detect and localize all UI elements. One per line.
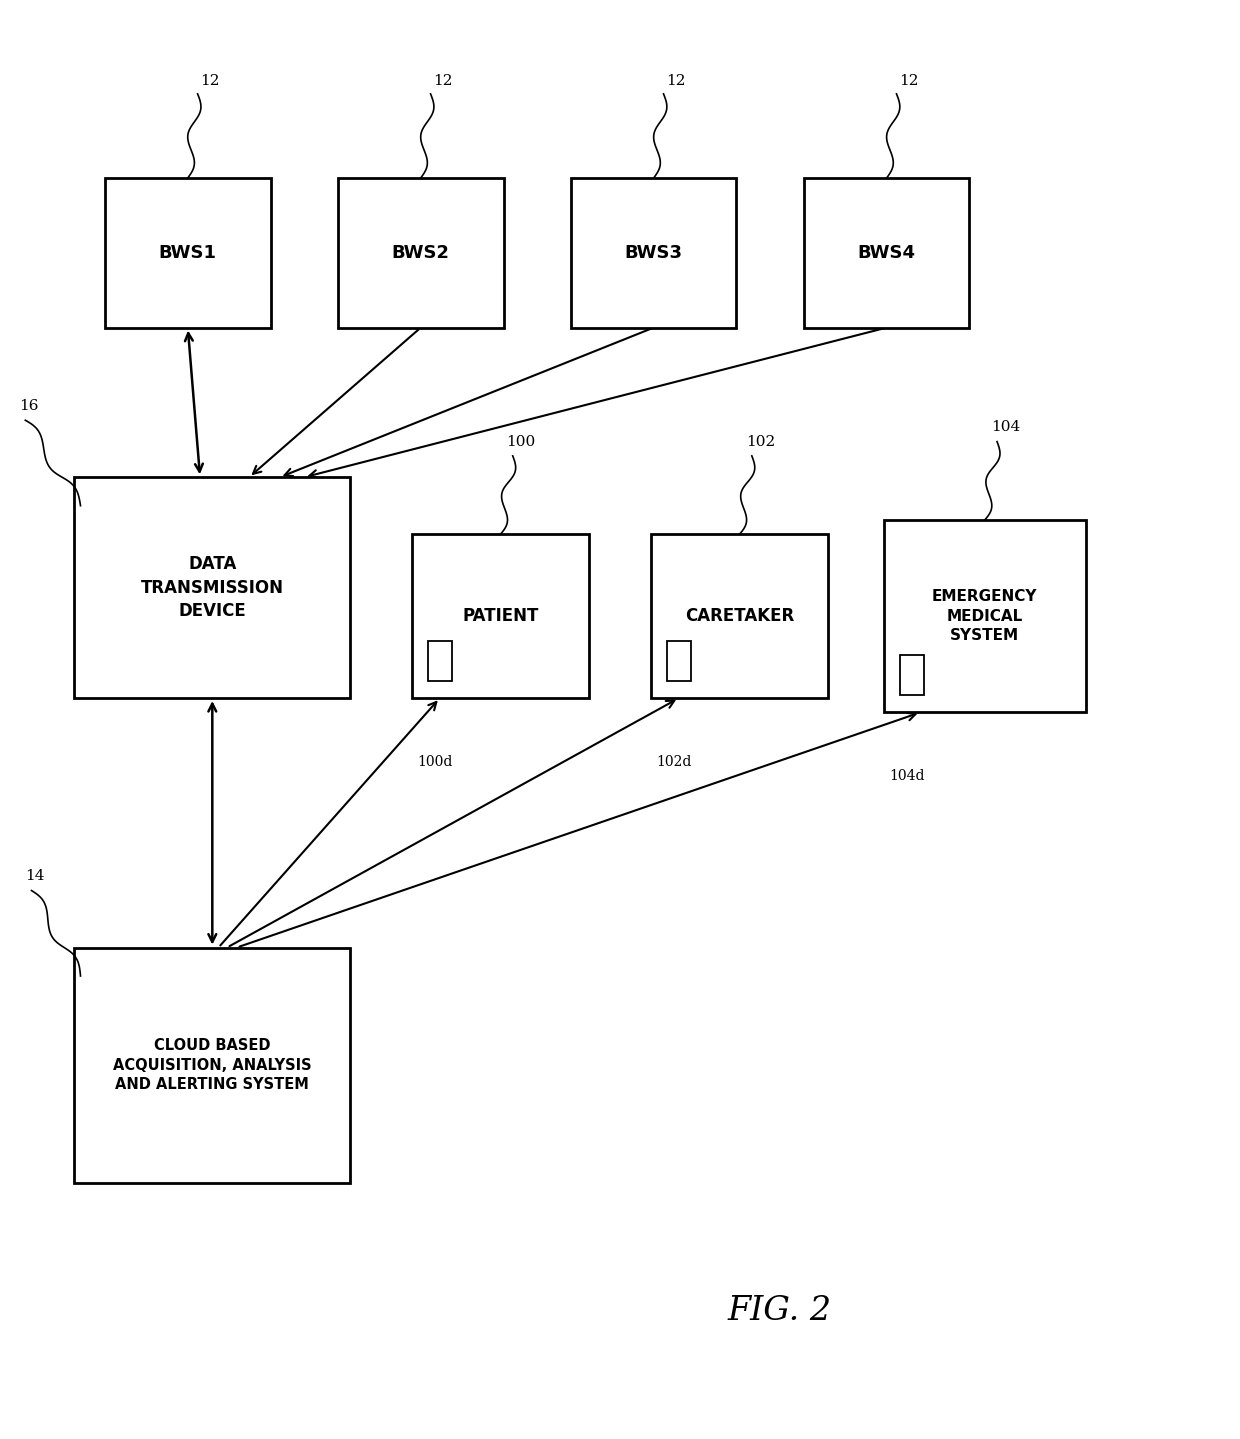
Bar	[412, 534, 589, 698]
Text: 14: 14	[25, 869, 45, 884]
Text: DATA
TRANSMISSION
DEVICE: DATA TRANSMISSION DEVICE	[141, 555, 284, 620]
Bar	[74, 478, 350, 698]
Text: EMERGENCY
MEDICAL
SYSTEM: EMERGENCY MEDICAL SYSTEM	[932, 589, 1038, 643]
Text: 104: 104	[991, 420, 1021, 435]
Bar	[899, 655, 924, 695]
Text: BWS4: BWS4	[858, 243, 915, 262]
Text: 12: 12	[666, 75, 686, 88]
Text: 104d: 104d	[890, 770, 925, 783]
Bar	[74, 947, 350, 1183]
Bar	[339, 178, 503, 328]
Bar	[667, 642, 691, 681]
Text: 100: 100	[507, 435, 536, 449]
Text: BWS3: BWS3	[625, 243, 683, 262]
Text: FIG. 2: FIG. 2	[728, 1295, 832, 1327]
Bar	[804, 178, 970, 328]
Bar	[651, 534, 828, 698]
Bar	[428, 642, 453, 681]
Text: 100d: 100d	[418, 755, 453, 768]
Text: 12: 12	[899, 75, 919, 88]
Text: CARETAKER: CARETAKER	[684, 607, 794, 625]
Bar	[570, 178, 737, 328]
Text: BWS2: BWS2	[392, 243, 450, 262]
Text: 102: 102	[745, 435, 775, 449]
Text: 12: 12	[200, 75, 219, 88]
Bar	[105, 178, 270, 328]
Text: BWS1: BWS1	[159, 243, 217, 262]
Text: 102d: 102d	[657, 755, 692, 768]
Bar	[884, 519, 1086, 712]
Text: 16: 16	[19, 399, 38, 413]
Text: 12: 12	[433, 75, 453, 88]
Text: PATIENT: PATIENT	[463, 607, 538, 625]
Text: CLOUD BASED
ACQUISITION, ANALYSIS
AND ALERTING SYSTEM: CLOUD BASED ACQUISITION, ANALYSIS AND AL…	[113, 1038, 311, 1092]
